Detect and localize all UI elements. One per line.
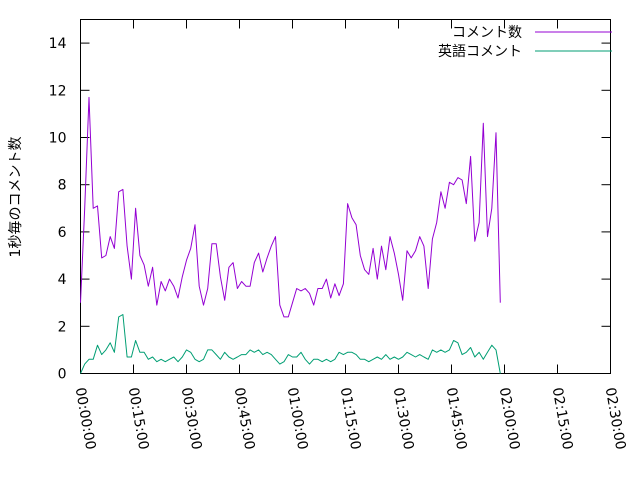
x-tick-label: 02:00:00 bbox=[496, 386, 523, 451]
legend-label-english-comments: 英語コメント bbox=[438, 43, 522, 60]
y-tick-label: 0 bbox=[58, 367, 67, 383]
x-tick-label: 00:45:00 bbox=[231, 386, 258, 451]
x-tick-label: 02:15:00 bbox=[549, 386, 576, 451]
y-tick-label: 4 bbox=[58, 272, 67, 288]
x-tick-label: 00:30:00 bbox=[178, 386, 205, 451]
x-tick-label: 01:45:00 bbox=[443, 386, 470, 451]
legend: コメント数 英語コメント bbox=[438, 25, 612, 60]
plot-frame bbox=[80, 19, 611, 374]
y-tick-label: 6 bbox=[58, 225, 67, 241]
y-tick-label: 8 bbox=[58, 178, 67, 194]
series-lines bbox=[80, 96, 501, 374]
x-tick-label: 02:30:00 bbox=[602, 386, 629, 451]
x-tick-label: 01:15:00 bbox=[337, 386, 364, 451]
x-tick-label: 00:15:00 bbox=[125, 386, 152, 451]
series-line-1 bbox=[80, 314, 501, 374]
legend-label-comments: コメント数 bbox=[452, 25, 522, 41]
y-axis-title: 1秒毎のコメント数 bbox=[8, 137, 24, 258]
x-tick-label: 01:30:00 bbox=[390, 386, 417, 451]
y-tick-label: 14 bbox=[49, 36, 67, 52]
y-tick-labels: 0 2 4 6 8 10 12 14 bbox=[49, 36, 67, 382]
y-tick-label: 10 bbox=[49, 131, 67, 147]
tick-marks bbox=[80, 19, 611, 374]
x-tick-labels: 00:00:00 00:15:00 00:30:00 00:45:00 01:00:00… bbox=[72, 386, 629, 451]
x-tick-label: 00:00:00 bbox=[72, 386, 99, 451]
y-tick-label: 12 bbox=[49, 83, 67, 99]
x-tick-label: 01:00:00 bbox=[284, 386, 311, 451]
y-tick-label: 2 bbox=[58, 319, 67, 335]
series-line-0 bbox=[80, 96, 501, 318]
